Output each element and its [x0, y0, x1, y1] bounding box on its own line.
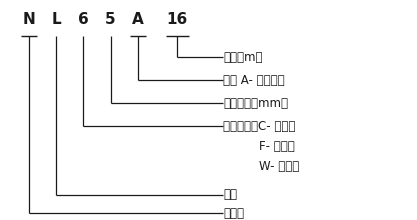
Text: L: L [51, 12, 61, 27]
Text: 出水口径（mm）: 出水口径（mm） [223, 97, 288, 110]
Text: 5: 5 [105, 12, 116, 27]
Text: 派生符号：C- 加长型: 派生符号：C- 加长型 [223, 120, 296, 133]
Text: W- 卧式型: W- 卧式型 [259, 160, 299, 173]
Text: 16: 16 [167, 12, 188, 27]
Text: 立式: 立式 [223, 188, 237, 201]
Text: A: A [132, 12, 143, 27]
Text: 扬程（m）: 扬程（m） [223, 51, 263, 64]
Text: 泥浆泵: 泥浆泵 [223, 207, 244, 220]
Text: 改进 A- 机械密封: 改进 A- 机械密封 [223, 74, 285, 87]
Text: F- 不锈钓: F- 不锈钓 [259, 140, 294, 153]
Text: N: N [23, 12, 35, 27]
Text: 6: 6 [78, 12, 89, 27]
